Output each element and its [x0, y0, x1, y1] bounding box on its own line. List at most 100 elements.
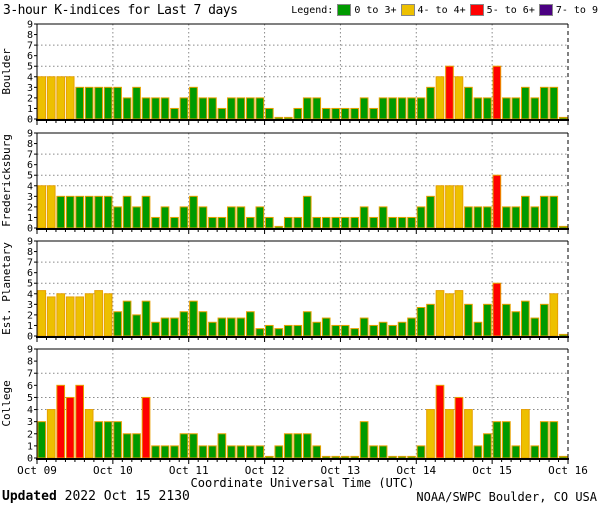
- k-bar-est-planetary-52: [530, 317, 540, 337]
- k-bar-fredericksburg-48: [492, 174, 502, 229]
- y-tick-label: 4: [27, 405, 33, 416]
- k-bar-fredericksburg-15: [179, 206, 189, 229]
- y-tick-label: 9: [27, 345, 33, 356]
- y-tick-label: 7: [27, 41, 33, 52]
- y-tick-label: 5: [27, 171, 33, 182]
- k-bar-est-planetary-55: [558, 333, 568, 337]
- k-bar-fredericksburg-21: [236, 206, 246, 229]
- k-bar-fredericksburg-13: [160, 206, 170, 229]
- k-bar-boulder-37: [388, 97, 397, 120]
- k-bar-boulder-27: [293, 107, 303, 120]
- k-bar-college-30: [321, 455, 331, 459]
- k-bar-est-planetary-5: [84, 293, 94, 337]
- k-bar-college-4: [75, 384, 85, 459]
- y-tick-label: 8: [27, 247, 33, 258]
- station-label-est-planetary: Est. Planetary: [0, 242, 13, 335]
- k-bar-est-planetary-9: [122, 300, 132, 337]
- k-bar-college-1: [46, 409, 56, 459]
- y-tick-label: 2: [27, 310, 33, 321]
- k-bar-est-planetary-40: [416, 307, 426, 337]
- k-bar-boulder-45: [464, 86, 473, 120]
- k-bar-college-52: [530, 445, 540, 459]
- x-axis-label-oct-13: Oct 13: [321, 464, 361, 477]
- k-bar-boulder-10: [132, 86, 141, 120]
- k-bar-college-12: [151, 445, 160, 459]
- k-bar-fredericksburg-54: [549, 195, 559, 229]
- k-bar-est-planetary-38: [397, 321, 407, 337]
- legend: Legend: 0 to 3+ 4- to 4+ 5- to 6+ 7- to 9: [291, 4, 598, 16]
- station-label-fredericksburg: Fredericksburg: [0, 134, 13, 227]
- k-bar-college-2: [56, 384, 66, 459]
- legend-item-label: 7- to 9: [555, 4, 598, 16]
- k-bar-college-26: [283, 433, 293, 459]
- k-bar-fredericksburg-30: [321, 216, 331, 229]
- k-bar-fredericksburg-34: [359, 206, 369, 229]
- k-bar-fredericksburg-3: [65, 195, 75, 229]
- legend-item-3: 7- to 9: [538, 4, 598, 16]
- k-bar-college-3: [65, 396, 75, 459]
- k-bar-est-planetary-27: [293, 324, 303, 337]
- k-bar-boulder-1: [46, 76, 56, 120]
- y-tick-label: 7: [27, 150, 33, 161]
- y-tick-label: 2: [27, 93, 33, 104]
- k-bar-college-35: [369, 445, 378, 459]
- y-tick-label: 9: [27, 20, 33, 31]
- y-tick-label: 0: [27, 224, 33, 235]
- y-tick-label: 3: [27, 83, 33, 94]
- k-bar-college-20: [227, 445, 236, 459]
- y-tick-label: 8: [27, 139, 33, 150]
- k-bar-college-18: [208, 445, 217, 459]
- k-bar-fredericksburg-17: [198, 206, 208, 229]
- updated-value: 2022 Oct 15 2130: [56, 489, 190, 504]
- legend-item-1: 4- to 4+: [400, 4, 466, 16]
- k-bar-boulder-47: [483, 97, 492, 120]
- k-bar-fredericksburg-35: [369, 216, 378, 229]
- k-bar-est-planetary-30: [321, 317, 331, 337]
- k-bar-fredericksburg-51: [520, 195, 530, 229]
- k-bar-college-41: [426, 409, 435, 459]
- k-bar-fredericksburg-1: [46, 185, 56, 229]
- k-bar-boulder-9: [122, 97, 132, 120]
- updated-label: Updated: [2, 489, 57, 504]
- k-bar-fredericksburg-33: [350, 216, 359, 229]
- k-bar-fredericksburg-55: [558, 225, 568, 229]
- k-bar-boulder-31: [331, 107, 341, 120]
- k-bar-fredericksburg-31: [331, 216, 341, 229]
- k-bar-fredericksburg-52: [530, 206, 540, 229]
- k-bar-boulder-12: [151, 97, 160, 120]
- y-tick-label: 9: [27, 129, 33, 140]
- y-tick-label: 1: [27, 441, 33, 452]
- k-bar-fredericksburg-41: [426, 195, 435, 229]
- k-bar-college-24: [264, 455, 274, 459]
- y-tick-label: 6: [27, 160, 33, 171]
- y-tick-label: 6: [27, 381, 33, 392]
- k-bar-boulder-19: [217, 107, 227, 120]
- k-bar-fredericksburg-23: [255, 206, 265, 229]
- y-tick-label: 5: [27, 393, 33, 404]
- y-tick-label: 0: [27, 454, 33, 465]
- y-tick-label: 6: [27, 268, 33, 279]
- legend-swatch-2: [469, 4, 484, 16]
- k-bar-boulder-40: [416, 97, 426, 120]
- y-tick-label: 9: [27, 237, 33, 248]
- k-bar-fredericksburg-18: [208, 216, 217, 229]
- y-tick-label: 3: [27, 192, 33, 203]
- k-bar-fredericksburg-10: [132, 206, 141, 229]
- k-bar-fredericksburg-53: [539, 195, 549, 229]
- k-bar-boulder-11: [141, 97, 151, 120]
- k-bar-fredericksburg-5: [84, 195, 94, 229]
- legend-swatch-1: [400, 4, 415, 16]
- k-bar-college-45: [464, 409, 473, 459]
- legend-item-0: 0 to 3+: [337, 4, 397, 16]
- y-tick-label: 5: [27, 62, 33, 73]
- credit-text: NOAA/SWPC Boulder, CO USA: [416, 490, 597, 504]
- k-bar-college-6: [94, 421, 103, 459]
- y-tick-label: 4: [27, 289, 33, 300]
- k-bar-boulder-24: [264, 107, 274, 120]
- k-bar-boulder-0: [37, 76, 47, 120]
- k-bar-college-17: [198, 445, 208, 459]
- k-bar-college-36: [378, 445, 388, 459]
- k-bar-college-53: [539, 421, 549, 459]
- y-tick-label: 8: [27, 357, 33, 368]
- k-bar-boulder-23: [255, 97, 265, 120]
